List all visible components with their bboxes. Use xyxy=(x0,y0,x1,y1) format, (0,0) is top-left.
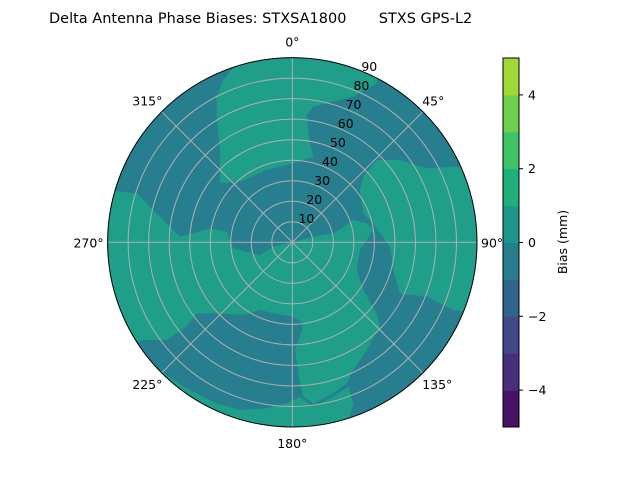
contour-band-0-1-central xyxy=(107,189,380,404)
colorbar-tick-label: 2 xyxy=(528,161,536,176)
r-tick-label: 30 xyxy=(314,173,330,188)
colorbar-tick-label: −2 xyxy=(528,309,546,324)
colorbar-band xyxy=(503,316,519,354)
colorbar-band xyxy=(503,353,519,391)
theta-tick-label: 135° xyxy=(422,377,452,392)
colorbar-band xyxy=(503,131,519,170)
colorbar-tick-label: 0 xyxy=(528,235,536,250)
contour-band-0-1-north xyxy=(216,57,384,184)
polar-frame xyxy=(107,57,478,428)
colorbar-tick-label: −4 xyxy=(528,383,546,398)
contour-band-0-1-south xyxy=(119,363,354,427)
theta-tick-label: 225° xyxy=(132,377,162,392)
theta-tick-label: 45° xyxy=(422,93,444,108)
r-tick-label: 50 xyxy=(330,135,346,150)
polar-grid xyxy=(107,57,477,427)
r-tick-label: 40 xyxy=(322,154,338,169)
r-tick-label: 60 xyxy=(338,116,354,131)
grid-spoke-45 xyxy=(291,111,424,243)
theta-tick-label: 90° xyxy=(481,235,503,250)
colorbar-band xyxy=(503,58,519,96)
colorbar-band xyxy=(503,94,519,133)
colorbar-band xyxy=(503,390,519,428)
colorbar-tick-label: 4 xyxy=(528,87,536,102)
r-tick-label: 70 xyxy=(346,97,362,112)
chart-title: Delta Antenna Phase Biases: STXSA1800 ST… xyxy=(49,11,472,27)
r-tick-label: 10 xyxy=(298,211,314,226)
theta-tick-label: 180° xyxy=(277,436,307,451)
grid-spoke-135 xyxy=(291,241,424,374)
r-tick-label: 80 xyxy=(353,78,369,93)
theta-tick-label: 270° xyxy=(73,235,103,250)
colorbar-band xyxy=(503,168,519,207)
colorbar: −4 −2 0 2 4 Bias (mm) xyxy=(502,57,570,428)
grid-spoke-225 xyxy=(161,241,293,374)
colorbar-label: Bias (mm) xyxy=(555,210,570,274)
colorbar-band xyxy=(503,242,519,280)
colorbar-band xyxy=(503,205,519,243)
r-tick-label: 90 xyxy=(361,59,377,74)
grid-spoke-315 xyxy=(161,111,293,243)
contour-band-0-1-east xyxy=(359,159,477,317)
theta-tick-label: 315° xyxy=(132,93,162,108)
axis-labels: 10 20 30 40 50 60 70 80 90 0° 45° 90° 135° 180° 225° 27… xyxy=(73,35,503,451)
r-tick-label: 20 xyxy=(306,192,322,207)
theta-tick-label: 0° xyxy=(285,35,299,50)
colorbar-band xyxy=(503,279,519,317)
